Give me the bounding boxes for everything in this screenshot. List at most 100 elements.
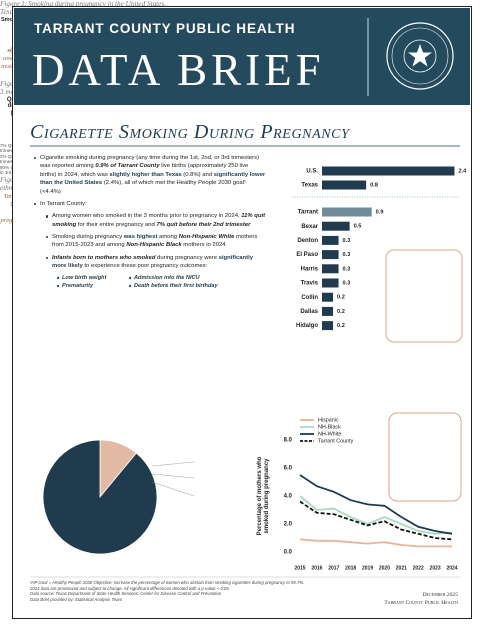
y-axis-label: Percentage of mothers whosmoked during p… — [257, 456, 270, 535]
value-label: 0.3 — [343, 238, 351, 244]
bar — [322, 180, 367, 190]
text-run: for their entire pregnancy and — [76, 221, 157, 228]
category-label: Collin — [301, 295, 318, 301]
footer-note: ¹HP Goal = Healthy People 2030 Objective… — [30, 580, 305, 585]
footer-date: December 2025 — [422, 592, 458, 598]
series-line — [299, 538, 452, 548]
category-label: El Paso — [296, 252, 318, 258]
seal-star — [408, 44, 432, 67]
text-run: 7% quit before their 2nd trimester — [156, 221, 251, 228]
leader-line — [151, 461, 195, 467]
y-axis-label-line: Percentage of mothers who — [257, 456, 263, 535]
footer-notes: ¹HP Goal = Healthy People 2030 Objective… — [30, 580, 350, 602]
bar — [322, 278, 339, 288]
value-label: 0.3 — [343, 280, 351, 286]
annotation-box — [385, 249, 463, 343]
text-run: slightly higher than Texas — [109, 171, 182, 178]
bullet: In Tarrant County: — [34, 200, 266, 208]
x-tick-label: 2018 — [345, 565, 356, 571]
text-run: Non-Hispanic Black — [126, 242, 182, 249]
category-label: U.S. — [306, 169, 318, 175]
y-tick-label: 6.0 — [284, 466, 293, 472]
category-label: Travis — [301, 281, 319, 287]
bar — [322, 306, 334, 316]
outcome: Death before their first birthday — [134, 283, 234, 289]
category-label: Denton — [297, 238, 318, 244]
footer-note: 2024 data are provisional and subject to… — [30, 585, 230, 591]
y-tick-label: 4.0 — [284, 494, 293, 500]
text-run: 11% quit smoking — [52, 213, 266, 228]
section-title: Cigarette Smoking During Pregnancy — [30, 121, 350, 143]
text-run: significantly lower than the United Stat… — [40, 171, 266, 187]
leader-line — [151, 481, 195, 497]
footer-note: Data source: Texas Department of State H… — [30, 591, 222, 597]
value-label: 0.3 — [343, 266, 351, 272]
text-run: live births (approximately 250 live birt… — [40, 163, 249, 178]
seal-ring — [386, 22, 454, 90]
text-run: Among women who smoked in the 3 months p… — [52, 213, 242, 220]
legend-label: NH-White — [318, 431, 341, 437]
category-label: Texas — [301, 183, 318, 189]
outcome: Prematurity — [62, 283, 134, 289]
category-label: Dallas — [300, 309, 318, 315]
text-run: Infants born to mothers who smoked — [52, 254, 156, 261]
x-tick-label: 2019 — [362, 565, 373, 571]
bullet: Infants born to mothers who smoked durin… — [46, 254, 266, 271]
footer-org: Tarrant County Public Health — [384, 600, 458, 606]
x-tick-label: 2020 — [379, 565, 390, 571]
x-tick-label: 2022 — [413, 565, 424, 571]
x-tick-label: 2023 — [430, 565, 441, 571]
y-axis-label-line: smoked during pregnancy — [264, 458, 270, 534]
pie-slice — [42, 439, 158, 555]
x-tick-label: 2021 — [396, 565, 407, 571]
y-tick-label: 0.0 — [284, 550, 293, 556]
value-label: 0.5 — [354, 224, 362, 230]
bar — [322, 166, 455, 176]
outcome-list: Low birth weight Admission into the NICU P… — [62, 275, 266, 289]
text-run: (0.8%) and — [181, 171, 214, 178]
series-line — [299, 474, 453, 535]
y-tick-label: 8.0 — [284, 438, 293, 444]
category-label: Hidalgo — [296, 323, 318, 329]
text-run: mothers from 2015-2023 and among — [52, 234, 258, 249]
bullet: Among women who smoked in the 3 months p… — [46, 212, 266, 229]
text-run: was highest — [123, 234, 158, 240]
seal-ring — [391, 27, 449, 85]
text-run: during pregnancy were — [155, 254, 219, 261]
text-run: significantly more likely — [52, 254, 253, 270]
text-run: to experience these poor pregnancy outco… — [82, 263, 208, 270]
seal — [386, 22, 454, 90]
x-tick-label: 2015 — [294, 565, 305, 571]
x-tick-label: 2024 — [446, 565, 457, 571]
bullet: Cigarette smoking during pregnancy (any … — [34, 154, 266, 196]
bar — [322, 207, 372, 217]
text-run: among — [157, 234, 179, 240]
category-label: Bexar — [301, 224, 318, 230]
value-label: 0.8 — [370, 182, 378, 188]
series-line — [299, 495, 453, 535]
legend-label: Hispanic — [318, 417, 339, 423]
text-run: Cigarette smoking during pregnancy (any … — [40, 155, 260, 170]
seal-ring — [403, 39, 437, 73]
series-line — [299, 500, 453, 541]
value-label: 0.2 — [337, 309, 345, 315]
text-run: Non-Hispanic White — [178, 234, 235, 240]
header-org: TARRANT COUNTY PUBLIC HEALTH — [34, 21, 296, 36]
bar — [322, 292, 334, 302]
bar — [322, 221, 350, 231]
value-label: 2.4 — [458, 168, 467, 174]
bar — [322, 235, 339, 245]
legend-label: Tarrant County — [318, 438, 354, 444]
text-run: (2.4%), all of which met the Healthy Peo… — [40, 180, 246, 195]
text-run: Smoking during pregnancy — [52, 234, 124, 240]
y-tick-label: 2.0 — [284, 522, 293, 528]
bar — [322, 264, 339, 274]
x-tick-label: 2016 — [311, 565, 322, 571]
category-label: Harris — [301, 266, 319, 272]
value-label: 0.2 — [337, 295, 345, 301]
value-label: 0.9 — [376, 209, 384, 215]
bar — [322, 250, 339, 260]
bullet: Smoking during pregnancy was highest amo… — [46, 233, 266, 250]
